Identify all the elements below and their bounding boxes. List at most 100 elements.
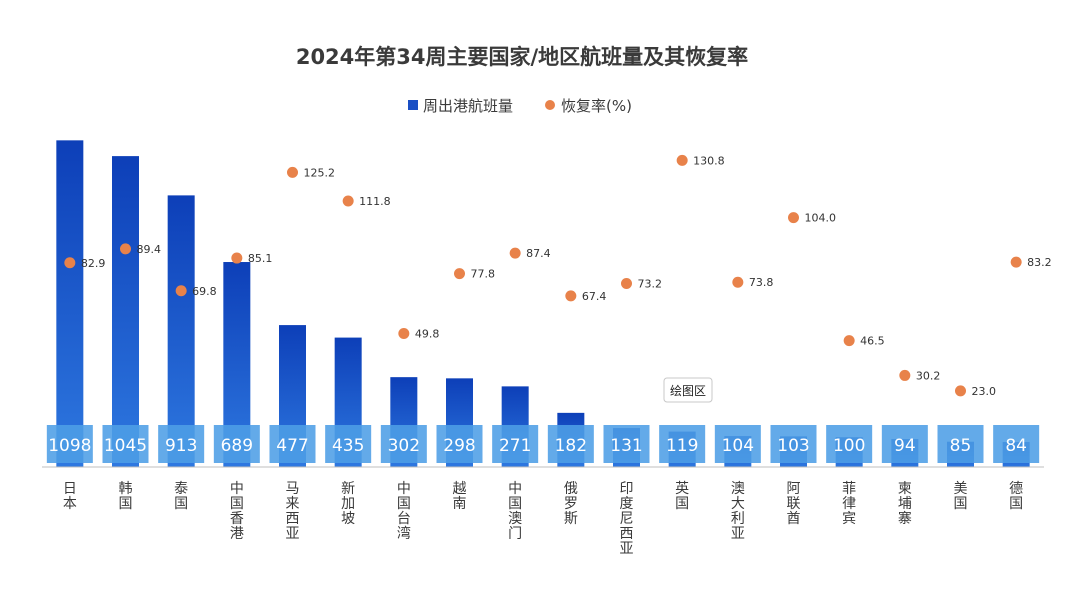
- category-label-char: 新: [341, 481, 355, 497]
- rate-label: 87.4: [526, 247, 551, 260]
- bar-value-label: 85: [950, 436, 972, 456]
- category-label-char: 国: [508, 496, 522, 512]
- rate-label: 83.2: [1027, 256, 1052, 269]
- bar-value-box: [547, 425, 594, 463]
- category-label-char: 门: [508, 526, 522, 542]
- tooltip-text: 绘图区: [670, 383, 706, 398]
- bar-value-label: 298: [443, 436, 475, 456]
- category-label-char: 澳: [731, 481, 745, 497]
- category-label-char: 罗: [564, 496, 578, 512]
- category-label-char: 西: [620, 526, 634, 542]
- rate-label: 69.8: [192, 285, 217, 298]
- bar-value-box: [993, 425, 1040, 463]
- category-label-char: 泰: [174, 481, 188, 497]
- bar-value-label: 94: [894, 436, 916, 456]
- category-label-char: 国: [174, 496, 188, 512]
- category-label-char: 斯: [564, 511, 578, 527]
- category-label-char: 亚: [620, 541, 634, 557]
- bar-value-box: [770, 425, 817, 463]
- category-label-char: 国: [397, 496, 411, 512]
- bar-value-box: [102, 425, 149, 463]
- legend-dot-swatch: [545, 100, 555, 110]
- legend: 周出港航班量 恢复率(%): [408, 97, 632, 115]
- rate-point: [788, 212, 799, 224]
- bar-value-box: [881, 425, 928, 463]
- category-label-char: 国: [675, 496, 689, 512]
- category-label-char: 亚: [731, 526, 745, 542]
- bar-value-label: 477: [276, 436, 308, 456]
- rate-label: 73.2: [638, 278, 663, 291]
- category-label-char: 柬: [898, 481, 912, 497]
- category-label-char: 国: [1009, 496, 1023, 512]
- rate-point: [287, 166, 298, 178]
- bar-value-box: [269, 425, 316, 463]
- category-label-char: 来: [286, 496, 300, 512]
- category-label-char: 酋: [787, 510, 801, 527]
- category-label-char: 菲: [842, 481, 856, 497]
- bar-value-box: [492, 425, 539, 463]
- rate-point: [64, 257, 76, 269]
- category-label-char: 英: [675, 480, 689, 497]
- category-label-char: 律: [842, 496, 856, 512]
- rate-point: [1010, 256, 1022, 268]
- bar-value-label: 182: [555, 436, 587, 456]
- category-label-char: 寨: [898, 510, 912, 527]
- bar-value-box: [436, 425, 483, 463]
- rate-point: [843, 335, 855, 347]
- category-label-char: 联: [787, 496, 801, 512]
- category-label-char: 日: [63, 481, 77, 497]
- bar-value-label: 100: [833, 436, 865, 456]
- category-label-char: 埔: [898, 496, 912, 512]
- rate-point: [231, 252, 243, 264]
- category-label-char: 澳: [508, 511, 522, 527]
- bar-value-label: 1045: [104, 436, 147, 456]
- bar-value-box: [325, 425, 372, 463]
- rate-point: [175, 285, 187, 297]
- bar-value-box: [826, 425, 873, 463]
- category-label-char: 中: [230, 481, 244, 497]
- rate-label: 104.0: [805, 212, 837, 225]
- rate-point: [509, 247, 521, 259]
- bar: [167, 195, 195, 467]
- bar: [56, 140, 84, 467]
- rate-label: 85.1: [248, 252, 272, 265]
- tooltip-box: [663, 377, 713, 403]
- category-labels: 日本韩国泰国中国香港马来西亚新加坡中国台湾越南中国澳门俄罗斯印度尼西亚英国澳大利…: [63, 480, 1023, 557]
- category-label-char: 亚: [286, 526, 300, 542]
- rate-label: 73.8: [749, 276, 774, 289]
- bar-value-label: 271: [499, 436, 531, 456]
- category-label-char: 美: [954, 481, 968, 497]
- category-label-char: 港: [230, 526, 244, 542]
- category-label-char: 马: [286, 481, 300, 497]
- rate-point: [565, 290, 577, 302]
- rate-label: 49.8: [415, 328, 440, 341]
- category-label-char: 大: [731, 496, 745, 512]
- rate-label: 77.8: [471, 268, 496, 281]
- rate-label: 46.5: [860, 335, 885, 348]
- category-label-char: 国: [230, 496, 244, 512]
- category-label-char: 西: [286, 511, 300, 527]
- rate-point: [676, 154, 688, 166]
- rate-label: 23.0: [972, 385, 997, 398]
- bar-value-box: [46, 425, 93, 463]
- bar-value-label: 302: [388, 436, 420, 456]
- chart-title: 2024年第34周主要国家/地区航班量及其恢复率: [296, 45, 748, 69]
- rate-point: [621, 278, 632, 290]
- category-label-char: 阿: [787, 481, 801, 497]
- bars-layer: [56, 140, 1030, 468]
- bar-value-label: 913: [165, 436, 197, 456]
- rate-point: [342, 195, 354, 207]
- category-label-char: 坡: [341, 511, 355, 527]
- category-label-char: 印: [620, 481, 634, 497]
- labels-layer: 1098 1045 913 689 477 435 302 298 271 182 131 119 10…: [46, 425, 1040, 463]
- bar: [112, 156, 139, 468]
- category-label-char: 中: [397, 481, 411, 497]
- bar-value-box: [937, 425, 984, 463]
- category-label-char: 湾: [397, 525, 411, 542]
- category-label-char: 南: [453, 496, 467, 512]
- bar-value-box: [714, 425, 761, 463]
- bar-value-box: [380, 425, 427, 463]
- category-label-char: 宾: [842, 511, 856, 527]
- bar-value-box: [659, 425, 706, 463]
